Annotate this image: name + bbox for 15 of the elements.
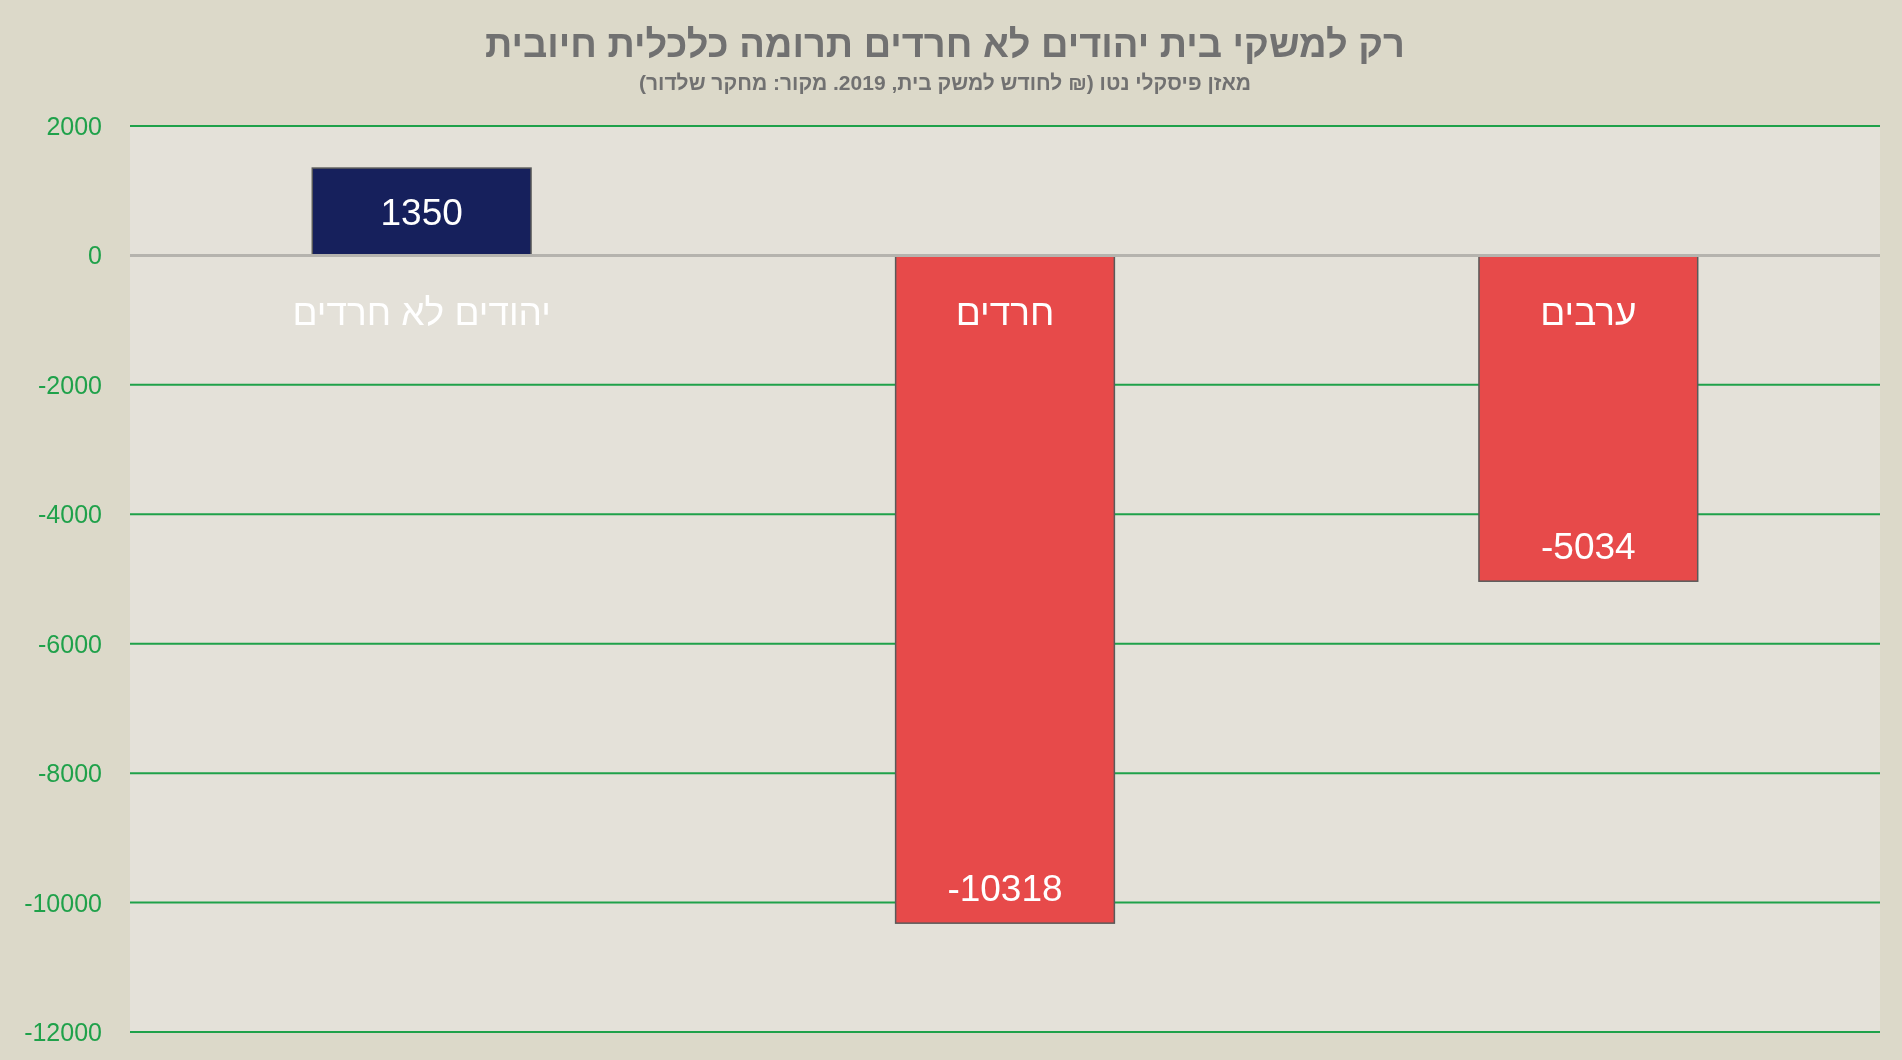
y-tick-label: 0 [88, 241, 102, 270]
y-tick-label: 2000 [46, 112, 102, 140]
y-tick-label: -12000 [24, 1018, 102, 1046]
y-tick-label: -2000 [38, 370, 102, 399]
y-tick-label: -6000 [38, 629, 102, 658]
data-label: 1350 [380, 191, 463, 233]
x-tick-label: ערבים [1540, 292, 1637, 334]
y-tick-label: -4000 [38, 500, 102, 529]
chart-title: רק למשקי בית יהודים לא חרדים תרומה כלכלית חיובית [485, 23, 1405, 65]
y-tick-label: -8000 [38, 759, 102, 788]
chart-subtitle: מאזן פיסקלי נטו (₪ לחודש למשק בית, 2019. מקור: מחקר שלדור) [638, 71, 1252, 94]
y-tick-label: -10000 [24, 888, 102, 917]
data-label: -10318 [947, 868, 1063, 910]
data-label: -5034 [1541, 526, 1636, 568]
x-tick-label: חרדים [955, 292, 1055, 334]
